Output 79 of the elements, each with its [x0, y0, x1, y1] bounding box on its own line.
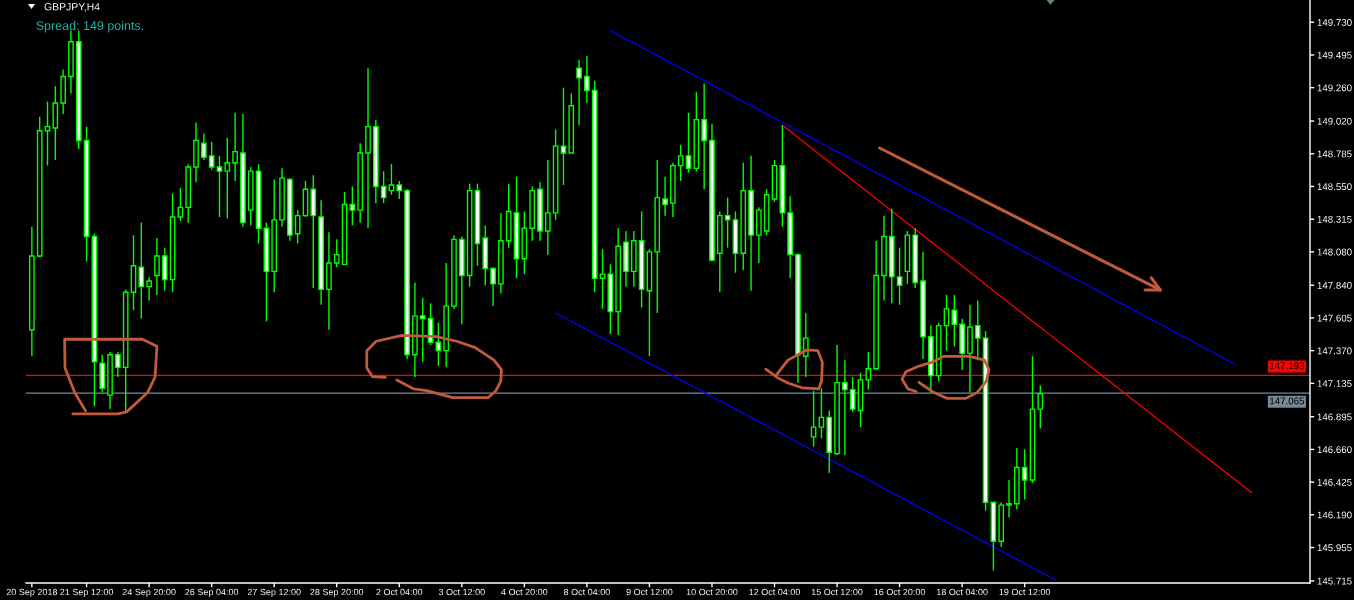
candlestick — [388, 163, 395, 196]
y-tick-label: 147.135 — [1317, 380, 1352, 387]
line-series — [609, 29, 1237, 366]
y-tick-label: 149.495 — [1317, 51, 1352, 59]
x-tick-label: 8 Oct 04:00 — [563, 588, 610, 596]
candlestick — [584, 54, 590, 104]
candlestick — [396, 180, 403, 200]
candlestick — [818, 387, 825, 439]
candlestick — [701, 82, 708, 190]
candlestick — [896, 246, 903, 306]
candlestick — [677, 144, 684, 182]
candlestick — [177, 187, 184, 222]
candlestick — [146, 276, 152, 302]
x-tick-label: 4 Oct 20:00 — [501, 588, 548, 596]
x-tick-label: 27 Sep 12:00 — [247, 588, 301, 597]
y-tick-label: 145.955 — [1317, 544, 1352, 552]
candlestick — [208, 141, 215, 171]
candlestick — [349, 185, 356, 227]
y-tick-label: 148.785 — [1317, 150, 1352, 158]
y-tick-label: 147.840 — [1317, 281, 1352, 289]
candlestick — [724, 196, 731, 249]
y-tick-label: 145.715 — [1317, 577, 1352, 585]
y-tick-label: 147.605 — [1317, 314, 1352, 322]
x-tick-label: 26 Sep 04:00 — [185, 588, 239, 597]
y-tick-label: 149.730 — [1317, 19, 1352, 26]
x-tick-label: 24 Sep 20:00 — [122, 588, 176, 597]
x-tick-label: 19 Oct 12:00 — [999, 588, 1051, 596]
y-tick-label: 146.660 — [1317, 446, 1352, 454]
candlestick — [138, 221, 145, 320]
candlestick — [865, 351, 872, 391]
y-tick-label: 148.315 — [1317, 215, 1352, 223]
candlestick — [685, 112, 692, 174]
line-series — [555, 312, 1057, 581]
x-tick-label: 15 Oct 12:00 — [811, 588, 863, 596]
annotation: Spread: 149 points. — [36, 20, 143, 33]
candlestick — [951, 294, 958, 348]
candlestick — [216, 155, 223, 218]
x-tick-label: 16 Oct 20:00 — [874, 588, 926, 596]
candlestick — [200, 132, 207, 161]
x-tick-label: 9 Oct 12:00 — [626, 588, 673, 596]
candlestick — [154, 237, 160, 296]
x-tick-label: 21 Sep 12:00 — [60, 588, 114, 597]
candlestick — [662, 176, 668, 217]
candlestick — [544, 159, 551, 256]
x-tick-label: 28 Sep 20:00 — [310, 588, 364, 597]
candlestick — [419, 297, 426, 363]
candlestick — [1037, 384, 1044, 430]
y-tick-label: 149.020 — [1317, 117, 1352, 125]
candlestick — [161, 246, 168, 292]
candlestick — [560, 86, 567, 186]
candlestick — [576, 59, 582, 126]
chart-title: GBPJPY,H4 — [44, 3, 100, 12]
y-tick-label: 148.080 — [1317, 248, 1352, 256]
candlestick — [802, 312, 809, 378]
candlestick — [232, 112, 238, 182]
x-tick-label: 3 Oct 12:00 — [438, 588, 485, 596]
y-tick-label: 147.370 — [1317, 347, 1352, 355]
y-tick-label: 148.550 — [1317, 183, 1352, 191]
candlestick — [1021, 448, 1028, 501]
candlestick — [490, 266, 496, 307]
x-tick-label: 20 Sep 2018 — [6, 588, 58, 597]
y-tick-label: 146.190 — [1317, 511, 1352, 519]
candlestick — [842, 359, 848, 456]
candlestick — [810, 390, 817, 448]
candlestick — [849, 376, 856, 413]
ref-line-label: 147.065 — [1270, 397, 1305, 405]
candlestick — [115, 351, 121, 378]
x-tick-label: 18 Oct 04:00 — [936, 588, 988, 596]
y-tick-label: 146.895 — [1317, 413, 1352, 421]
y-tick-label: 146.425 — [1317, 478, 1352, 486]
x-tick-label: 12 Oct 04:00 — [749, 588, 801, 596]
x-tick-label: 10 Oct 20:00 — [686, 588, 738, 596]
x-tick-label: 2 Oct 04:00 — [376, 588, 423, 596]
candlestick — [1006, 479, 1012, 519]
ref-line-label: 147.193 — [1270, 362, 1305, 370]
candlestick — [333, 238, 340, 268]
candlestick — [224, 137, 231, 220]
candlestick — [599, 248, 606, 310]
y-tick-label: 149.260 — [1317, 84, 1352, 92]
